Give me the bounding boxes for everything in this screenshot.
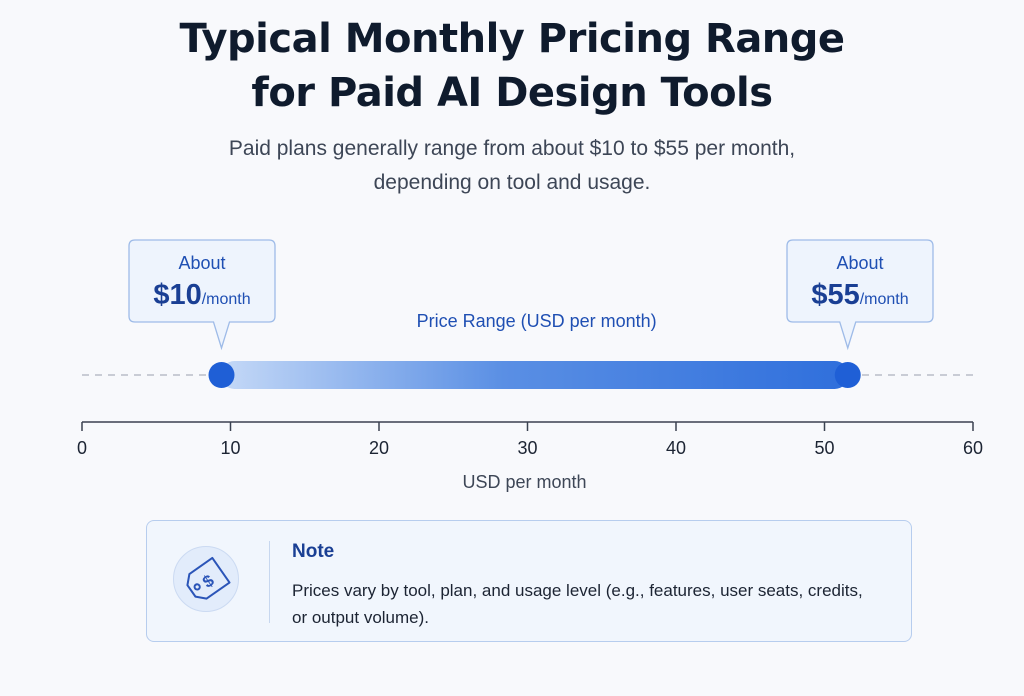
callout-high-value: $55/month: [811, 279, 908, 311]
range-high-marker: [834, 362, 861, 388]
callout-low-prefix: About: [178, 253, 225, 273]
note-title: Note: [292, 541, 335, 562]
range-low-marker: [208, 362, 235, 388]
x-tick-label-60: 60: [963, 438, 983, 458]
price-tag-icon: $: [173, 546, 239, 612]
note-box: $ Note Prices vary by tool, plan, and us…: [146, 520, 912, 642]
range-bar: [220, 361, 849, 389]
range-label: Price Range (USD per month): [417, 311, 657, 331]
callout-low-bubble: [128, 239, 276, 351]
x-tick-label-30: 30: [517, 438, 537, 458]
callout-high-bubble: [786, 239, 934, 351]
x-tick-label-10: 10: [220, 438, 240, 458]
x-tick-label-20: 20: [369, 438, 389, 458]
x-tick-label-50: 50: [814, 438, 834, 458]
chart-title-line-2: for Paid AI Design Tools: [251, 70, 773, 116]
chart-subtitle-line-1: Paid plans generally range from about $1…: [228, 137, 796, 160]
price-range-chart: 0 10 20 30 40 50 60 USD per month Price Range (U…: [77, 239, 983, 492]
x-axis-label: USD per month: [462, 472, 586, 492]
svg-text:$: $: [199, 571, 218, 592]
chart-title: Typical Monthly Pricing Range for Paid A…: [0, 12, 1024, 120]
callout-high: About $55/month: [786, 239, 934, 351]
chart-title-line-1: Typical Monthly Pricing Range: [179, 16, 845, 62]
callout-low-value: $10/month: [153, 279, 250, 311]
chart-subtitle: Paid plans generally range from about $1…: [0, 132, 1024, 200]
note-divider: [269, 541, 270, 623]
callout-high-prefix: About: [836, 253, 883, 273]
note-text: Prices vary by tool, plan, and usage lev…: [292, 581, 863, 627]
callout-low: About $10/month: [128, 239, 276, 351]
x-tick-label-0: 0: [77, 438, 87, 458]
chart-subtitle-line-2: depending on tool and usage.: [373, 171, 651, 194]
x-tick-label-40: 40: [666, 438, 686, 458]
